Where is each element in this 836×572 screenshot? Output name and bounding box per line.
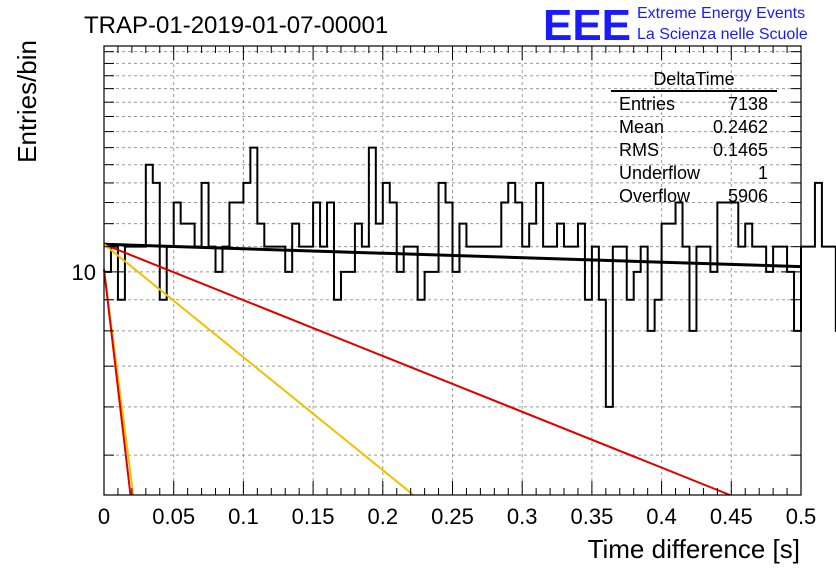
x-tick-label: 0.05 — [152, 504, 195, 529]
fit-line-1 — [103, 242, 802, 269]
x-axis-label: Time difference [s] — [588, 534, 800, 564]
x-tick-label: 0.3 — [507, 504, 538, 529]
axis-ticks — [103, 46, 802, 495]
stats-title: DeltaTime — [653, 69, 734, 89]
y-tick-label: 10 — [72, 260, 96, 285]
logo-mark: EEE — [543, 1, 631, 50]
x-tick-label: 0.45 — [710, 504, 753, 529]
x-tick-label: 0.2 — [368, 504, 399, 529]
stats-value: 7138 — [728, 94, 768, 114]
x-tick-label: 0.5 — [786, 504, 817, 529]
stats-box: DeltaTime Entries 7138 Mean 0.2462 RMS 0.1465… — [611, 69, 777, 206]
y-axis-label: Entries/bin — [12, 40, 42, 163]
x-tick-labels: 0 0.05 0.1 0.15 0.2 0.25 0.3 0.35 0.4 0.45 0.5 — [98, 504, 816, 529]
stats-label: RMS — [619, 140, 659, 160]
histogram — [104, 146, 836, 408]
logo-line-1: Extreme Energy Events — [637, 5, 805, 22]
x-tick-label: 0.35 — [570, 504, 613, 529]
stats-value: 5906 — [728, 186, 768, 206]
stats-label: Mean — [619, 117, 664, 137]
stats-label: Entries — [619, 94, 675, 114]
stats-label: Underflow — [619, 163, 701, 183]
fit-line-2 — [103, 243, 731, 496]
fit-line-5 — [103, 269, 132, 496]
chart-title: TRAP-01-2019-01-07-00001 — [84, 12, 388, 39]
logo: EEE Extreme Energy Events La Scienza nel… — [543, 1, 808, 50]
fit-line-3 — [103, 243, 415, 496]
x-tick-label: 0.25 — [431, 504, 474, 529]
fit-lines — [103, 242, 802, 496]
stats-value: 0.1465 — [713, 140, 768, 160]
x-tick-label: 0.15 — [292, 504, 335, 529]
stats-label: Overflow — [619, 186, 691, 206]
stats-value: 1 — [758, 163, 768, 183]
stats-value: 0.2462 — [713, 117, 768, 137]
x-tick-label: 0.4 — [646, 504, 677, 529]
x-tick-label: 0 — [98, 504, 110, 529]
x-tick-label: 0.1 — [228, 504, 259, 529]
logo-line-2: La Scienza nelle Scuole — [637, 26, 808, 43]
histogram-steps — [104, 146, 836, 408]
